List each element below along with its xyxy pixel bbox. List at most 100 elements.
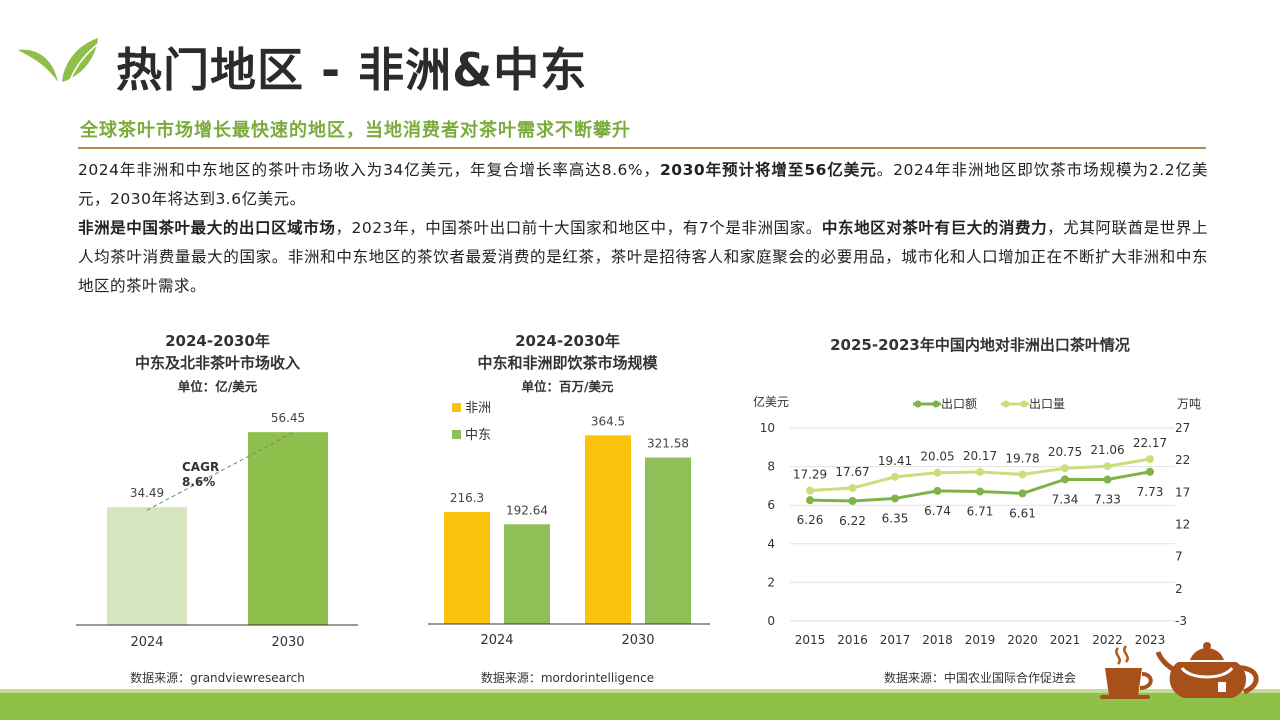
data-point bbox=[1018, 489, 1027, 498]
legend-swatch bbox=[452, 403, 461, 412]
y-tick-label: 8 bbox=[767, 460, 775, 474]
data-point bbox=[891, 494, 899, 503]
data-point bbox=[891, 472, 899, 481]
chart-unit: 单位：百万/美元 bbox=[521, 379, 614, 394]
legend-marker bbox=[932, 400, 940, 408]
chart-source: 数据来源：中国农业国际合作促进会 bbox=[883, 671, 1076, 685]
paragraph-2: 非洲是中国茶叶最大的出口区域市场，2023年，中国茶叶出口前十大国家和地区中，有… bbox=[78, 219, 1208, 295]
legend-swatch bbox=[452, 430, 461, 439]
data-label: 20.17 bbox=[963, 449, 997, 463]
y-tick-label: 10 bbox=[760, 421, 775, 435]
y-right-tick-label: 2 bbox=[1175, 582, 1183, 596]
data-label: 7.33 bbox=[1094, 493, 1121, 507]
chart-plot: 10 8 6 4 2 0 27 22 17 12 7 2 -3 亿美元 万吨 2015 2016 2017 2018… bbox=[753, 394, 1201, 647]
x-tick-label: 2019 bbox=[965, 633, 996, 647]
data-label: 6.26 bbox=[797, 513, 824, 527]
x-tick-label: 2024 bbox=[480, 633, 513, 648]
y-tick-label: 2 bbox=[767, 575, 775, 589]
legend-label: 中东 bbox=[465, 428, 491, 443]
data-label: 192.64 bbox=[506, 503, 548, 517]
data-label: 7.34 bbox=[1052, 492, 1079, 506]
chart-source: 数据来源：grandviewresearch bbox=[130, 671, 305, 685]
cagr-value: 8.6% bbox=[182, 475, 215, 489]
y-right-tick-label: 17 bbox=[1175, 485, 1190, 499]
x-tick-label: 2021 bbox=[1050, 633, 1081, 647]
leaf-logo-icon bbox=[18, 38, 99, 82]
data-label: 6.74 bbox=[924, 504, 951, 518]
data-point bbox=[1061, 464, 1069, 473]
x-tick-label: 2030 bbox=[271, 635, 304, 650]
footer-bar bbox=[0, 689, 1280, 720]
revenue-bar-chart: 2024-2030年 中东及北非茶叶市场收入 单位：亿/美元 34.49 2024… bbox=[60, 328, 375, 690]
y-right-tick-label: 27 bbox=[1175, 421, 1190, 435]
data-label: 6.61 bbox=[1009, 506, 1036, 520]
data-label: 20.75 bbox=[1048, 445, 1082, 459]
x-tick-label: 2016 bbox=[837, 633, 868, 647]
x-tick-label: 2018 bbox=[922, 633, 953, 647]
x-tick-label: 2030 bbox=[621, 633, 654, 648]
data-point bbox=[1103, 462, 1112, 471]
teapot-cup-icon bbox=[1100, 642, 1259, 699]
data-label: 56.45 bbox=[271, 411, 305, 425]
bar bbox=[504, 524, 550, 624]
chart-title: 2024-2030年 bbox=[165, 332, 270, 350]
data-point bbox=[976, 487, 984, 496]
legend-label: 出口量 bbox=[1029, 397, 1065, 411]
data-point bbox=[933, 486, 942, 495]
bar bbox=[444, 512, 490, 624]
legend-label: 出口额 bbox=[941, 397, 977, 411]
x-tick-label: 2020 bbox=[1007, 633, 1038, 647]
data-label: 19.78 bbox=[1005, 451, 1039, 465]
data-label: 6.35 bbox=[882, 511, 909, 525]
bar bbox=[645, 457, 691, 624]
data-label: 34.49 bbox=[130, 486, 164, 500]
y-tick-label: 0 bbox=[767, 614, 775, 628]
chart-title: 2025-2023年中国内地对非洲出口茶叶情况 bbox=[830, 336, 1130, 354]
paragraph-1: 2024年非洲和中东地区的茶叶市场收入为34亿美元，年复合增长率高达8.6%，2… bbox=[78, 161, 1208, 208]
chart-subtitle: 中东和非洲即饮茶市场规模 bbox=[477, 354, 658, 372]
divider bbox=[78, 147, 1206, 149]
legend-marker bbox=[914, 400, 922, 408]
data-label: 19.41 bbox=[878, 454, 912, 468]
y-right-tick-label: 7 bbox=[1175, 550, 1183, 564]
data-label: 21.06 bbox=[1090, 443, 1124, 457]
bar bbox=[585, 435, 631, 624]
y-tick-label: 4 bbox=[767, 537, 775, 551]
data-label: 17.67 bbox=[835, 465, 869, 479]
data-point bbox=[806, 496, 814, 505]
data-point bbox=[806, 486, 814, 495]
y-right-tick-label: 12 bbox=[1175, 518, 1190, 532]
data-label: 22.17 bbox=[1133, 436, 1167, 450]
data-point bbox=[933, 468, 942, 477]
page-subtitle: 全球茶叶市场增长最快速的地区，当地消费者对茶叶需求不断攀升 bbox=[80, 120, 631, 141]
body-text: 2024年非洲和中东地区的茶叶市场收入为34亿美元，年复合增长率高达8.6%，2… bbox=[78, 156, 1208, 301]
export-line-chart: 2025-2023年中国内地对非洲出口茶叶情况 10 8 6 4 2 0 27 22 17 12 7… bbox=[745, 332, 1215, 690]
x-tick-label: 2022 bbox=[1092, 633, 1123, 647]
legend-marker bbox=[1020, 400, 1028, 408]
chart-subtitle: 中东及北非茶叶市场收入 bbox=[134, 354, 300, 372]
legend-marker bbox=[1002, 400, 1010, 408]
x-tick-label: 2017 bbox=[880, 633, 911, 647]
chart-title: 2024-2030年 bbox=[515, 332, 620, 350]
data-point bbox=[848, 496, 857, 505]
rtd-tea-bar-chart: 2024-2030年 中东和非洲即饮茶市场规模 单位：百万/美元 216.3 36… bbox=[420, 328, 715, 690]
data-point bbox=[1018, 470, 1027, 479]
data-label: 17.29 bbox=[793, 467, 827, 481]
y-right-axis-label: 万吨 bbox=[1177, 397, 1201, 411]
bar bbox=[248, 432, 328, 625]
bar bbox=[107, 507, 187, 625]
y-right-tick-label: -3 bbox=[1175, 614, 1187, 628]
data-point bbox=[1061, 475, 1069, 484]
data-label: 364.5 bbox=[591, 414, 625, 428]
data-label: 7.73 bbox=[1137, 485, 1164, 499]
x-tick-label: 2024 bbox=[130, 635, 163, 650]
data-point bbox=[1146, 455, 1154, 464]
data-label: 20.05 bbox=[920, 450, 954, 464]
x-tick-label: 2023 bbox=[1135, 633, 1166, 647]
y-tick-label: 6 bbox=[767, 498, 775, 512]
data-label: 6.22 bbox=[839, 514, 866, 528]
data-point bbox=[1103, 475, 1112, 484]
data-point bbox=[976, 467, 984, 476]
